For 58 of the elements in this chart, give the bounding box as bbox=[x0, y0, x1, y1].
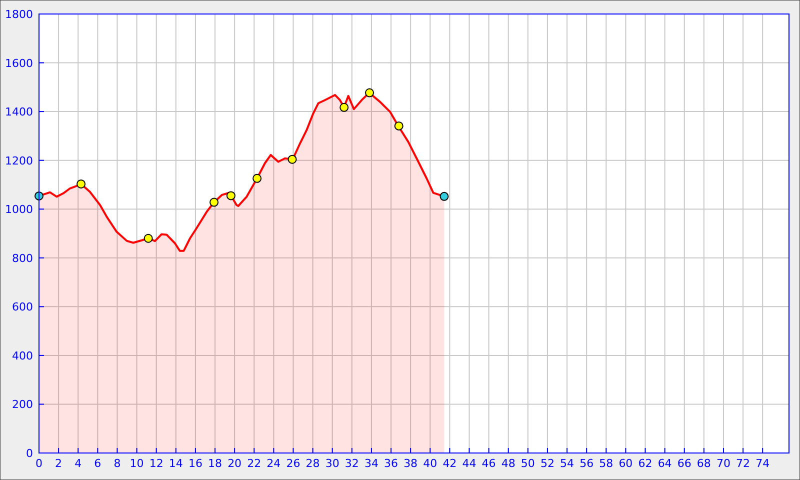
x-tick-label: 68 bbox=[696, 457, 711, 470]
x-tick-label: 0 bbox=[36, 457, 42, 470]
x-tick-label: 46 bbox=[482, 457, 496, 470]
x-tick-label: 8 bbox=[114, 457, 121, 470]
x-tick-label: 36 bbox=[384, 457, 398, 470]
y-tick-label: 800 bbox=[12, 252, 33, 265]
y-tick-label: 1600 bbox=[5, 56, 33, 70]
x-tick-label: 34 bbox=[364, 457, 378, 470]
y-tick-label: 1200 bbox=[5, 154, 33, 168]
y-tick-label: 1000 bbox=[5, 203, 33, 216]
x-tick-label: 74 bbox=[756, 457, 770, 470]
x-tick-label: 32 bbox=[344, 457, 359, 470]
y-tick-label: 1800 bbox=[5, 8, 33, 21]
x-tick-label: 48 bbox=[501, 457, 516, 470]
x-tick-label: 58 bbox=[599, 457, 614, 470]
x-tick-label: 50 bbox=[520, 457, 535, 470]
x-tick-label: 12 bbox=[149, 457, 164, 470]
y-tick-label: 0 bbox=[26, 447, 33, 460]
x-tick-label: 52 bbox=[540, 457, 554, 470]
y-tick-label: 400 bbox=[12, 349, 33, 362]
point bbox=[252, 174, 262, 183]
x-tick-label: 72 bbox=[736, 457, 750, 470]
x-tick-label: 16 bbox=[188, 457, 202, 470]
x-tick-label: 30 bbox=[325, 457, 340, 470]
y-tick-label: 1400 bbox=[5, 106, 33, 119]
y-tick-label: 200 bbox=[12, 398, 33, 412]
x-tick-label: 20 bbox=[228, 457, 242, 470]
x-tick-label: 26 bbox=[286, 457, 300, 470]
x-tick-label: 64 bbox=[658, 457, 672, 470]
y-tick-label: 600 bbox=[12, 300, 33, 314]
x-tick-label: 38 bbox=[404, 457, 418, 470]
x-tick-label: 54 bbox=[560, 457, 574, 470]
point bbox=[365, 88, 374, 98]
point bbox=[210, 198, 219, 207]
point bbox=[394, 121, 404, 130]
x-tick-label: 14 bbox=[168, 457, 183, 470]
x-tick-label: 10 bbox=[130, 457, 144, 470]
point bbox=[440, 192, 449, 201]
x-tick-label: 2 bbox=[55, 457, 62, 470]
point bbox=[340, 102, 349, 112]
x-tick-label: 24 bbox=[266, 457, 281, 470]
x-tick-label: 6 bbox=[94, 457, 102, 470]
x-tick-label: 62 bbox=[638, 457, 652, 470]
x-tick-label: 70 bbox=[716, 457, 730, 470]
x-tick-label: 18 bbox=[208, 457, 222, 470]
x-tick-label: 42 bbox=[442, 457, 457, 470]
point bbox=[288, 154, 297, 164]
x-tick-label: 66 bbox=[677, 457, 692, 470]
point bbox=[144, 234, 153, 243]
x-tick-label: 60 bbox=[618, 457, 633, 470]
x-tick-label: 22 bbox=[247, 457, 262, 470]
point bbox=[226, 191, 236, 200]
x-tick-label: 56 bbox=[580, 457, 594, 470]
point bbox=[76, 179, 86, 188]
x-tick-label: 40 bbox=[423, 457, 438, 470]
x-tick-label: 28 bbox=[306, 457, 320, 470]
x-tick-label: 4 bbox=[74, 457, 82, 470]
x-tick-label: 44 bbox=[462, 457, 476, 470]
